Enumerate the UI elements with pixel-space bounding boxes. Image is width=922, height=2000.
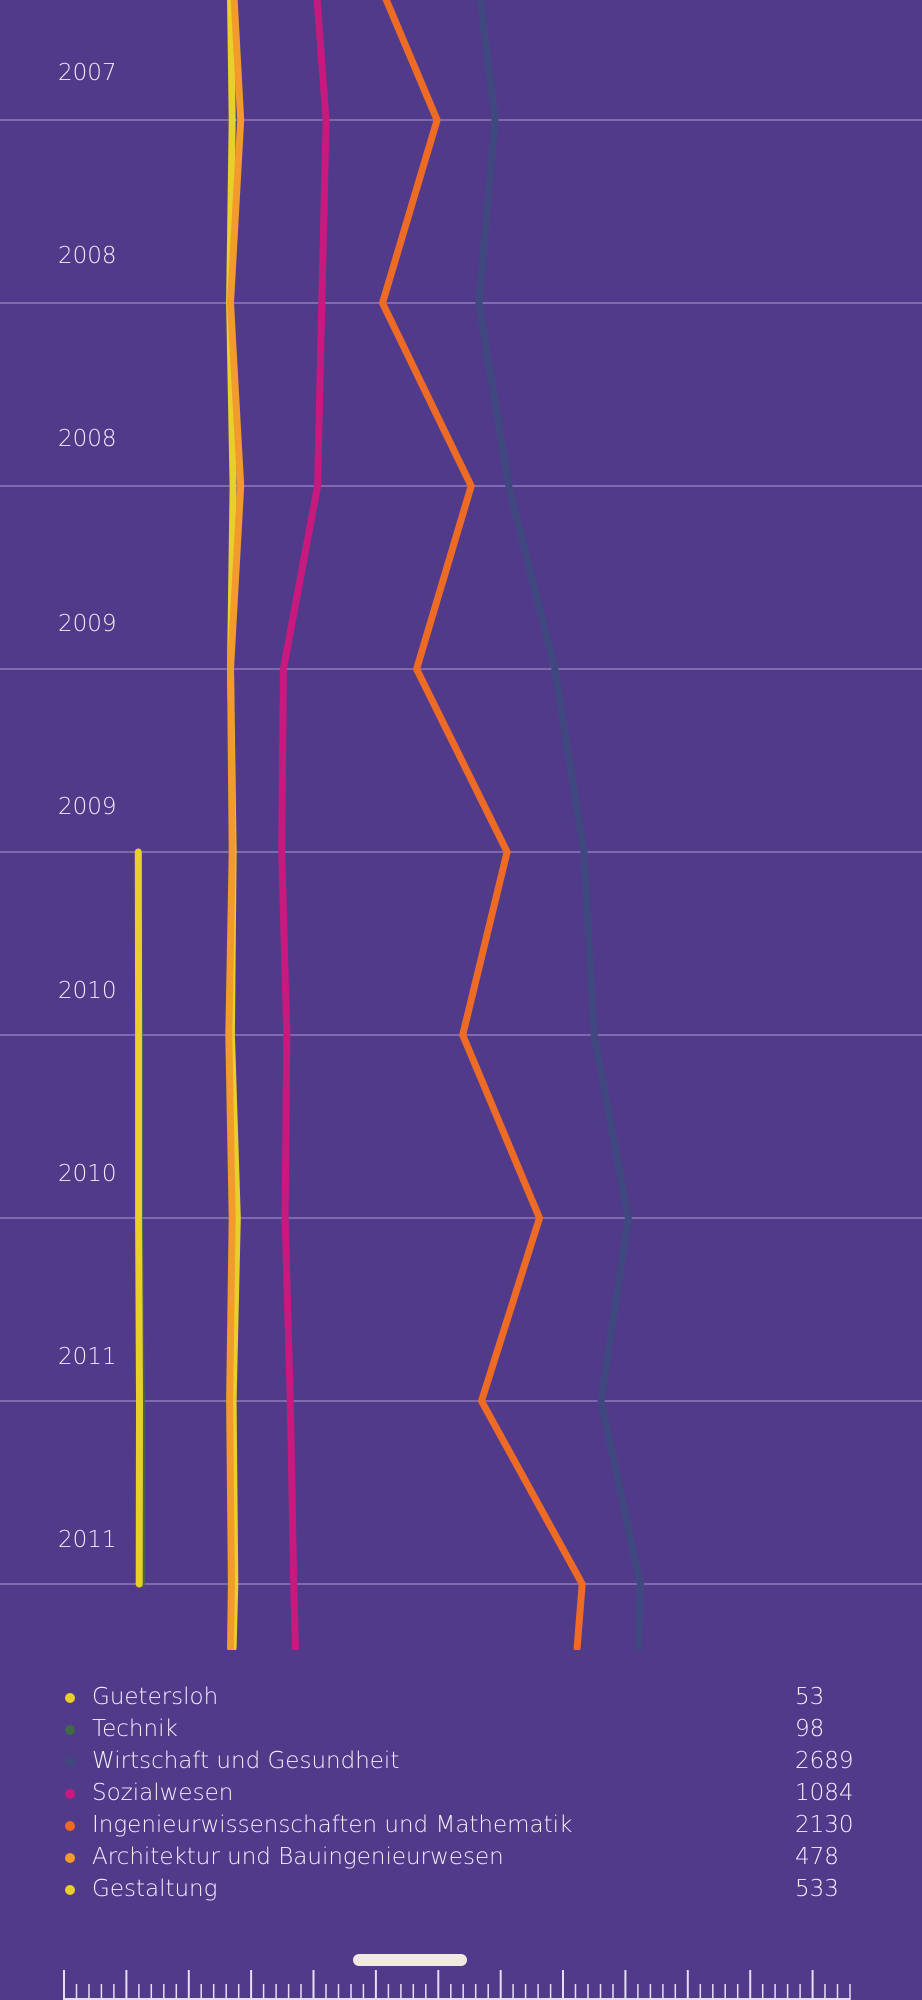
legend-value: 53 <box>795 1684 825 1710</box>
legend-item[interactable]: Gestaltung 533 <box>60 1874 870 1906</box>
legend-dot-icon <box>65 1757 75 1767</box>
legend-dot-icon <box>65 1885 75 1895</box>
legend-dot-icon <box>65 1693 75 1703</box>
legend-name: Technik <box>92 1716 178 1742</box>
legend-value: 533 <box>795 1876 839 1902</box>
year-label: 2011 <box>58 1344 117 1370</box>
legend-value: 1084 <box>795 1780 854 1806</box>
timeline-ruler[interactable] <box>0 1970 922 2000</box>
series-line-wirtschaft-und-gesundheit <box>475 0 644 1650</box>
legend-item[interactable]: Guetersloh 53 <box>60 1682 870 1714</box>
legend-name: Guetersloh <box>92 1684 219 1710</box>
legend-dot-icon <box>65 1725 75 1735</box>
legend-value: 2689 <box>795 1748 854 1774</box>
legend-name: Architektur und Bauingenieurwesen <box>92 1844 504 1870</box>
series-line-guetersloh <box>134 848 144 1588</box>
legend-item[interactable]: Architektur und Bauingenieurwesen 478 <box>60 1842 870 1874</box>
legend-dot-icon <box>65 1821 75 1831</box>
legend-name: Sozialwesen <box>92 1780 234 1806</box>
chart-area: 2007 2008 2008 2009 2009 2010 2010 2011 2011 <box>0 0 922 1650</box>
scroll-handle[interactable] <box>353 1954 467 1966</box>
year-label: 2009 <box>58 611 117 637</box>
legend-name: Ingenieurwissenschaften und Mathematik <box>92 1812 573 1838</box>
line-chart <box>0 0 922 1650</box>
year-label: 2007 <box>58 60 117 86</box>
legend-dot-icon <box>65 1789 75 1799</box>
legend-value: 2130 <box>795 1812 854 1838</box>
legend-dot-icon <box>65 1853 75 1863</box>
legend-item[interactable]: Sozialwesen 1084 <box>60 1778 870 1810</box>
legend-name: Wirtschaft und Gesundheit <box>92 1748 400 1774</box>
year-label: 2009 <box>58 794 117 820</box>
legend-value: 98 <box>795 1716 825 1742</box>
year-label: 2011 <box>58 1527 117 1553</box>
legend-name: Gestaltung <box>92 1876 218 1902</box>
year-label: 2010 <box>58 978 117 1004</box>
legend-item[interactable]: Ingenieurwissenschaften und Mathematik 21… <box>60 1810 870 1842</box>
series-line-architektur-und-bauingenieurwesen <box>225 0 245 1650</box>
year-label: 2010 <box>58 1161 117 1187</box>
year-label: 2008 <box>58 426 117 452</box>
legend-item[interactable]: Technik 98 <box>60 1714 870 1746</box>
year-label: 2008 <box>58 243 117 269</box>
legend: Guetersloh 53 Technik 98 Wirtschaft und Gesu… <box>60 1682 870 1906</box>
legend-item[interactable]: Wirtschaft und Gesundheit 2689 <box>60 1746 870 1778</box>
legend-value: 478 <box>795 1844 839 1870</box>
series-line-sozialwesen <box>278 0 330 1650</box>
series-line-ingenieurwissenschaften-und-mathematik <box>378 0 586 1650</box>
